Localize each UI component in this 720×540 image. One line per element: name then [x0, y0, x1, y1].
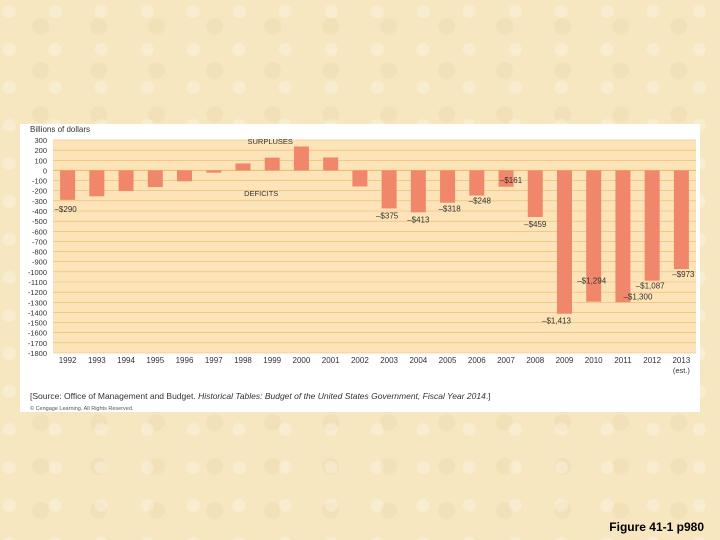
bar-2007: [498, 170, 514, 187]
y-tick-label: -1400: [28, 308, 47, 317]
y-tick-label: -1800: [28, 349, 47, 358]
bar-2006: [469, 170, 485, 196]
y-tick-label: 0: [43, 166, 47, 175]
x-tick-label: 1992: [59, 356, 77, 365]
x-tick-label: 1993: [88, 356, 106, 365]
y-tick-label: -1100: [28, 278, 47, 287]
deficits-annotation: DEFICITS: [244, 189, 278, 198]
data-label: –$161: [500, 176, 523, 185]
x-tick-label: 2010: [585, 356, 603, 365]
bar-1996: [177, 170, 193, 182]
y-tick-label: -1600: [28, 329, 47, 338]
x-tick-label: 1994: [117, 356, 135, 365]
y-tick-label: 200: [34, 146, 47, 155]
x-tick-label: 2008: [526, 356, 544, 365]
x-tick-label: 2001: [322, 356, 340, 365]
x-tick-label: 2002: [351, 356, 369, 365]
bar-2009: [556, 170, 572, 314]
y-tick-label: -900: [32, 258, 47, 267]
copyright-note: © Cengage Learning. All Rights Reserved.: [30, 405, 134, 412]
y-axis-label: Billions of dollars: [30, 125, 90, 134]
x-tick-label: 2011: [614, 356, 632, 365]
x-tick-label: 2003: [380, 356, 398, 365]
bar-1998: [235, 163, 251, 171]
y-tick-label: -1200: [28, 288, 47, 297]
bar-2012: [644, 170, 660, 281]
y-tick-label: -800: [32, 248, 47, 257]
y-tick-label: -1000: [28, 268, 47, 277]
data-label: –$413: [407, 215, 430, 224]
y-tick-label: 300: [34, 136, 47, 145]
bar-2004: [410, 170, 426, 213]
bar-2001: [323, 157, 339, 171]
bar-2010: [586, 170, 602, 302]
x-tick-label: 2006: [468, 356, 486, 365]
bar-2013: [673, 170, 689, 270]
x-tick-label: 1998: [234, 356, 252, 365]
y-tick-label: -400: [32, 207, 47, 216]
x-tick-note: (est.): [673, 366, 691, 375]
bar-1994: [118, 170, 134, 192]
y-tick-label: -100: [32, 177, 47, 186]
y-tick-label: 100: [34, 156, 47, 165]
figure-caption: Figure 41-1 p980: [609, 520, 704, 534]
data-label: –$1,294: [577, 277, 606, 286]
x-tick-label: 2007: [497, 356, 515, 365]
data-label: –$318: [438, 205, 461, 214]
x-tick-label: 2012: [643, 356, 661, 365]
x-tick-label: 1999: [263, 356, 281, 365]
bar-2005: [440, 170, 456, 203]
surpluses-annotation: SURPLUSES: [247, 137, 292, 146]
x-tick-label: 1996: [176, 356, 194, 365]
data-label: –$973: [672, 270, 695, 279]
bar-2011: [615, 170, 631, 303]
y-tick-label: -1500: [28, 319, 47, 328]
data-label: –$1,413: [542, 317, 571, 326]
x-tick-label: 1995: [146, 356, 164, 365]
x-tick-label: 2009: [556, 356, 574, 365]
y-tick-label: -200: [32, 187, 47, 196]
y-tick-label: -1300: [28, 298, 47, 307]
x-tick-label: 2005: [439, 356, 457, 365]
y-tick-label: -500: [32, 217, 47, 226]
y-tick-label: -300: [32, 197, 47, 206]
y-tick-label: -700: [32, 237, 47, 246]
bar-1992: [60, 170, 76, 200]
data-label: –$248: [469, 197, 492, 206]
x-tick-label: 2004: [409, 356, 427, 365]
source-note: [Source: Office of Management and Budget…: [30, 391, 491, 401]
x-tick-label: 2013: [672, 356, 690, 365]
bar-2003: [381, 170, 397, 209]
bar-1995: [147, 170, 163, 188]
bar-1999: [264, 157, 280, 171]
data-label: –$290: [54, 205, 77, 214]
chart-panel: Billions of dollars 300 200 100 0 -100 -200 -30…: [20, 124, 700, 412]
y-tick-label: -600: [32, 227, 47, 236]
bar-1993: [89, 170, 105, 197]
y-tick-label: -1700: [28, 339, 47, 348]
bar-2000: [293, 146, 309, 171]
data-label: –$375: [376, 211, 399, 220]
data-label: –$459: [524, 220, 547, 229]
x-tick-label: 2000: [293, 356, 311, 365]
data-label: –$1,300: [623, 292, 652, 301]
data-label: –$1,087: [636, 282, 665, 291]
bar-1997: [206, 170, 222, 173]
bar-2002: [352, 170, 368, 187]
bar-2008: [527, 170, 543, 217]
x-tick-label: 1997: [205, 356, 223, 365]
